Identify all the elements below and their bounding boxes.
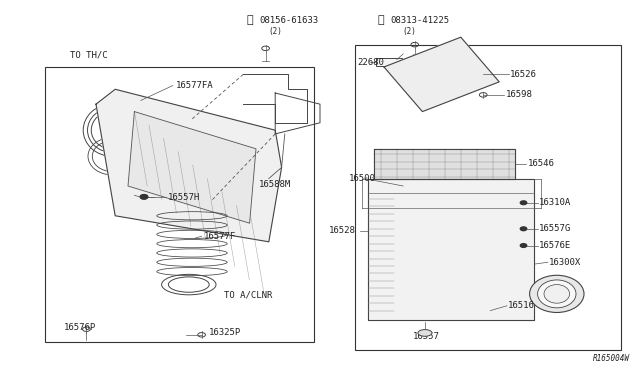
Bar [355,45,621,350]
Text: 16500: 16500 [349,174,376,183]
Bar [45,67,314,342]
Circle shape [520,244,527,247]
Polygon shape [374,149,515,179]
Circle shape [141,195,147,199]
Ellipse shape [418,330,432,336]
Text: 16576P: 16576P [64,323,96,332]
Text: TO TH/C: TO TH/C [70,51,108,60]
Text: 16528: 16528 [329,226,356,235]
Text: (2): (2) [269,27,283,36]
Polygon shape [384,37,499,112]
Text: Ⓢ: Ⓢ [378,16,384,25]
Text: 16577F: 16577F [204,232,236,241]
Text: 16557H: 16557H [168,193,200,202]
Circle shape [140,195,148,199]
Text: 16557G: 16557G [539,224,571,233]
Text: 16310A: 16310A [539,198,571,207]
Polygon shape [96,89,282,242]
Circle shape [520,201,527,205]
Text: 16516: 16516 [508,301,535,310]
Polygon shape [128,112,256,223]
Bar [376,58,402,66]
Text: 22680: 22680 [357,58,384,67]
Text: 08156-61633: 08156-61633 [259,16,318,25]
Text: Ⓑ: Ⓑ [246,16,253,25]
Text: 16598: 16598 [506,90,532,99]
Text: 16325P: 16325P [209,328,241,337]
Circle shape [520,227,527,231]
Text: 16576E: 16576E [539,241,571,250]
Text: 16546: 16546 [527,159,554,168]
Text: R165004W: R165004W [593,354,630,363]
Ellipse shape [544,285,570,303]
Text: 08313-41225: 08313-41225 [390,16,449,25]
Ellipse shape [529,275,584,312]
Polygon shape [368,179,534,320]
Text: 16588M: 16588M [259,180,291,189]
Text: 16577FA: 16577FA [176,81,214,90]
Text: 16557: 16557 [413,332,440,341]
Text: (2): (2) [402,27,416,36]
Ellipse shape [538,280,576,308]
Text: 16526: 16526 [510,70,537,79]
Text: 16300X: 16300X [549,258,581,267]
Text: TO A/CLNR: TO A/CLNR [224,290,273,299]
